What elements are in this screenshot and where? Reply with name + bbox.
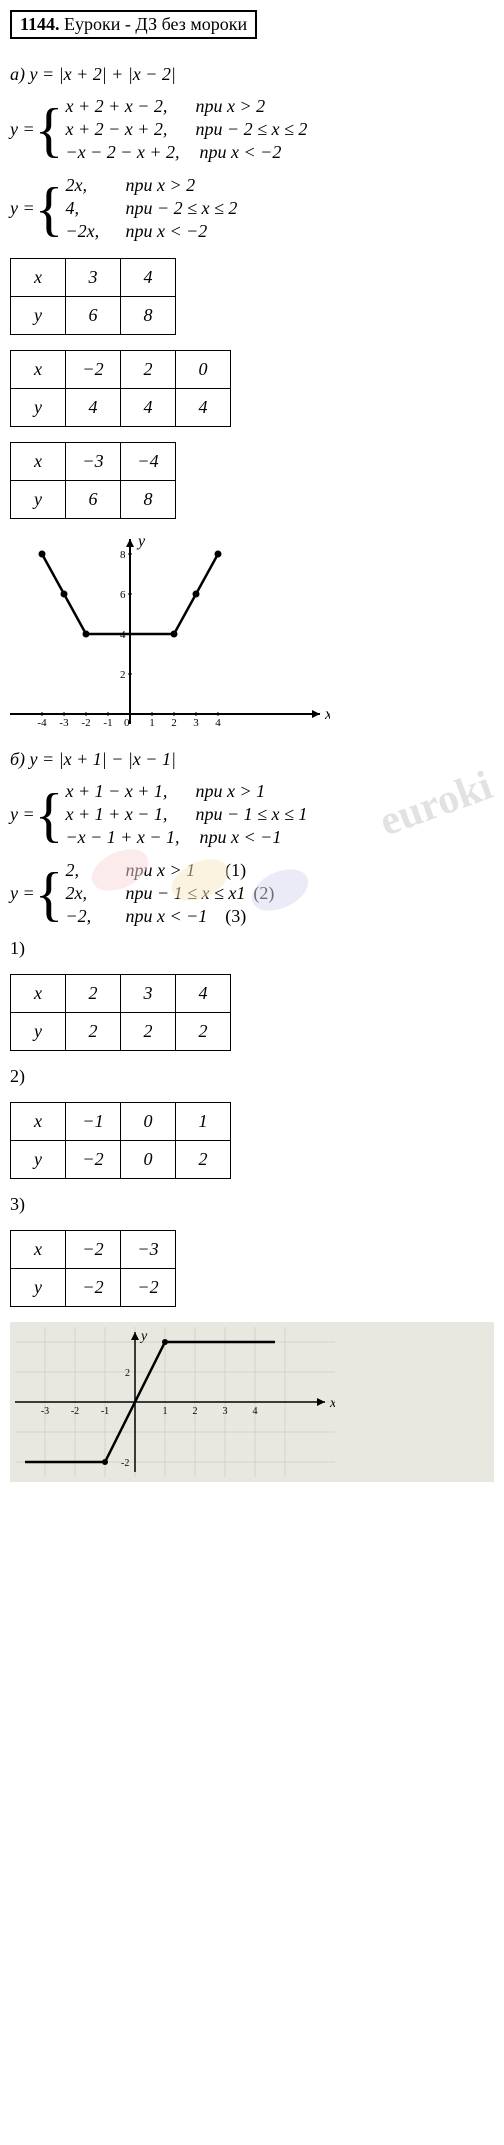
svg-text:3: 3 [193,717,199,729]
table-b3: x−2−3 y−2−2 [10,1230,176,1307]
problem-number: 1144. [20,14,60,34]
part-a-label: а) y = |x + 2| + |x − 2| [10,64,494,85]
header-text: Еуроки - ДЗ без мороки [64,14,247,34]
svg-text:y: y [136,534,146,550]
graph-b: x y -3 -2 -1 1 2 3 4 2 -2 [10,1322,494,1482]
svg-text:x: x [324,706,330,723]
table-b1: x234 y222 [10,974,231,1051]
svg-text:-2: -2 [71,1406,79,1417]
header-box: 1144. Еуроки - ДЗ без мороки [10,10,257,39]
part-b-label: б) y = |x + 1| − |x − 1| [10,749,494,770]
svg-text:1: 1 [163,1406,168,1417]
svg-text:1: 1 [149,717,155,729]
piecewise-b1: y = { x + 1 − x + 1,при x > 1 x + 1 + x … [10,780,494,849]
svg-text:2: 2 [171,717,177,729]
svg-text:-1: -1 [101,1406,109,1417]
brace-icon: { [35,106,64,154]
table-a3: x−3−4 y68 [10,442,176,519]
svg-text:3: 3 [223,1406,228,1417]
svg-text:-4: -4 [37,717,47,729]
svg-text:4: 4 [215,717,221,729]
svg-text:-2: -2 [81,717,90,729]
svg-text:2: 2 [193,1406,198,1417]
part-a: а) y = |x + 2| + |x − 2| y = { x + 2 + x… [10,64,494,734]
svg-text:-1: -1 [103,717,112,729]
brace-icon: { [35,185,64,233]
piecewise-b2: y = { 2,при x > 1(1) 2x,при − 1 ≤ x ≤ x1… [10,859,494,928]
svg-text:4: 4 [253,1406,258,1417]
brace-icon: { [35,791,64,839]
svg-text:2: 2 [120,669,126,681]
svg-text:x: x [329,1396,335,1411]
table-a2: x−220 y444 [10,350,231,427]
graph-a: x y -4 -3 -2 -1 0 1 2 3 4 2 4 6 8 [10,534,494,734]
svg-text:y: y [139,1329,148,1344]
svg-text:-3: -3 [59,717,69,729]
piecewise-a2: y = { 2x,при x > 2 4,при − 2 ≤ x ≤ 2 −2x… [10,174,494,243]
svg-text:-2: -2 [121,1458,129,1469]
table-a1: x34 y68 [10,258,176,335]
piecewise-a1: y = { x + 2 + x − 2,при x > 2 x + 2 − x … [10,95,494,164]
brace-icon: { [35,870,64,918]
sub-label-3: 3) [10,1194,494,1215]
sub-label-1: 1) [10,938,494,959]
svg-text:0: 0 [124,717,130,729]
svg-text:2: 2 [125,1368,130,1379]
svg-text:6: 6 [120,589,126,601]
svg-text:-3: -3 [41,1406,49,1417]
sub-label-2: 2) [10,1066,494,1087]
part-b: б) y = |x + 1| − |x − 1| y = { x + 1 − x… [10,749,494,1482]
svg-text:8: 8 [120,549,126,561]
table-b2: x−101 y−202 [10,1102,231,1179]
